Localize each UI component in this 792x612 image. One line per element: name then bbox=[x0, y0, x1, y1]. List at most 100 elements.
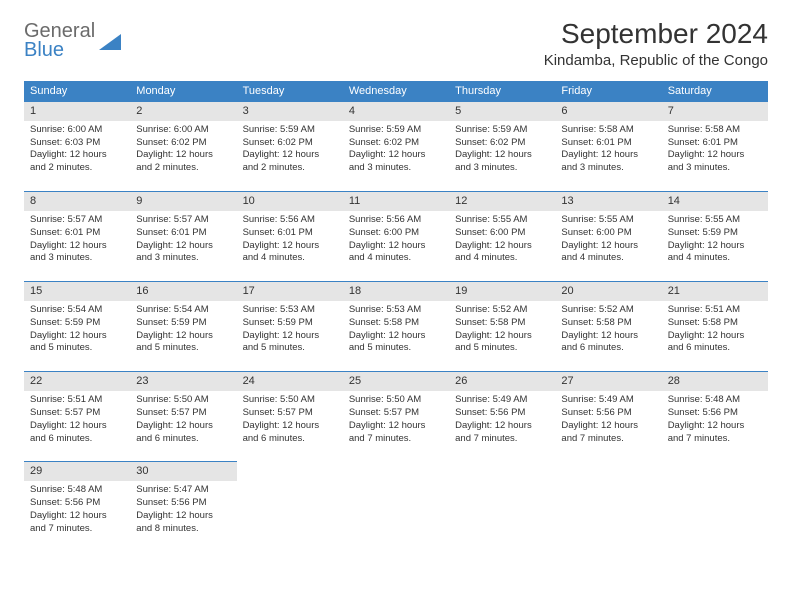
sunset-text: Sunset: 6:01 PM bbox=[136, 227, 230, 240]
sunset-text: Sunset: 6:02 PM bbox=[243, 137, 337, 150]
day-number: 18 bbox=[343, 281, 449, 301]
sunset-text: Sunset: 6:01 PM bbox=[30, 227, 124, 240]
header: GeneralBlue September 2024 Kindamba, Rep… bbox=[24, 18, 768, 69]
sunrise-text: Sunrise: 5:48 AM bbox=[30, 484, 124, 497]
daylight-text-2: and 7 minutes. bbox=[30, 523, 124, 536]
calendar-day-cell: 15Sunrise: 5:54 AMSunset: 5:59 PMDayligh… bbox=[24, 281, 130, 365]
day-body: Sunrise: 5:49 AMSunset: 5:56 PMDaylight:… bbox=[555, 391, 661, 455]
day-body: Sunrise: 5:50 AMSunset: 5:57 PMDaylight:… bbox=[343, 391, 449, 455]
calendar-day-cell: 8Sunrise: 5:57 AMSunset: 6:01 PMDaylight… bbox=[24, 191, 130, 275]
calendar-day-cell: 13Sunrise: 5:55 AMSunset: 6:00 PMDayligh… bbox=[555, 191, 661, 275]
daylight-text-1: Daylight: 12 hours bbox=[243, 240, 337, 253]
calendar-day-cell: 7Sunrise: 5:58 AMSunset: 6:01 PMDaylight… bbox=[662, 101, 768, 185]
daylight-text-2: and 2 minutes. bbox=[30, 162, 124, 175]
daylight-text-2: and 3 minutes. bbox=[668, 162, 762, 175]
daylight-text-2: and 6 minutes. bbox=[30, 433, 124, 446]
brand-word2: Blue bbox=[24, 41, 95, 60]
daylight-text-1: Daylight: 12 hours bbox=[136, 240, 230, 253]
calendar-day-cell: 19Sunrise: 5:52 AMSunset: 5:58 PMDayligh… bbox=[449, 281, 555, 365]
calendar-day-cell: 2Sunrise: 6:00 AMSunset: 6:02 PMDaylight… bbox=[130, 101, 236, 185]
day-number: 29 bbox=[24, 461, 130, 481]
day-header: Sunday bbox=[24, 81, 130, 101]
sunset-text: Sunset: 5:56 PM bbox=[455, 407, 549, 420]
sunrise-text: Sunrise: 6:00 AM bbox=[30, 124, 124, 137]
daylight-text-1: Daylight: 12 hours bbox=[136, 149, 230, 162]
sunrise-text: Sunrise: 5:55 AM bbox=[561, 214, 655, 227]
sunset-text: Sunset: 6:01 PM bbox=[668, 137, 762, 150]
daylight-text-2: and 2 minutes. bbox=[243, 162, 337, 175]
calendar-empty-cell bbox=[555, 461, 661, 545]
calendar-empty-cell bbox=[449, 461, 555, 545]
day-body: Sunrise: 5:59 AMSunset: 6:02 PMDaylight:… bbox=[449, 121, 555, 185]
sunrise-text: Sunrise: 5:50 AM bbox=[136, 394, 230, 407]
calendar-day-cell: 23Sunrise: 5:50 AMSunset: 5:57 PMDayligh… bbox=[130, 371, 236, 455]
sunset-text: Sunset: 5:58 PM bbox=[561, 317, 655, 330]
day-number: 9 bbox=[130, 191, 236, 211]
title-block: September 2024 Kindamba, Republic of the… bbox=[544, 18, 768, 69]
sunset-text: Sunset: 5:57 PM bbox=[136, 407, 230, 420]
sunrise-text: Sunrise: 5:57 AM bbox=[30, 214, 124, 227]
day-body: Sunrise: 5:54 AMSunset: 5:59 PMDaylight:… bbox=[130, 301, 236, 365]
day-body: Sunrise: 5:50 AMSunset: 5:57 PMDaylight:… bbox=[130, 391, 236, 455]
day-body: Sunrise: 5:59 AMSunset: 6:02 PMDaylight:… bbox=[237, 121, 343, 185]
daylight-text-2: and 2 minutes. bbox=[136, 162, 230, 175]
daylight-text-1: Daylight: 12 hours bbox=[668, 420, 762, 433]
calendar-week-row: 29Sunrise: 5:48 AMSunset: 5:56 PMDayligh… bbox=[24, 461, 768, 545]
sunrise-text: Sunrise: 5:57 AM bbox=[136, 214, 230, 227]
day-number: 11 bbox=[343, 191, 449, 211]
sunrise-text: Sunrise: 5:53 AM bbox=[243, 304, 337, 317]
day-header: Saturday bbox=[662, 81, 768, 101]
daylight-text-2: and 6 minutes. bbox=[668, 342, 762, 355]
daylight-text-2: and 4 minutes. bbox=[243, 252, 337, 265]
sunset-text: Sunset: 5:59 PM bbox=[136, 317, 230, 330]
calendar-week-row: 8Sunrise: 5:57 AMSunset: 6:01 PMDaylight… bbox=[24, 191, 768, 275]
day-body: Sunrise: 5:55 AMSunset: 6:00 PMDaylight:… bbox=[555, 211, 661, 275]
daylight-text-2: and 7 minutes. bbox=[455, 433, 549, 446]
sunset-text: Sunset: 5:56 PM bbox=[30, 497, 124, 510]
daylight-text-2: and 3 minutes. bbox=[136, 252, 230, 265]
sunset-text: Sunset: 6:01 PM bbox=[561, 137, 655, 150]
sunset-text: Sunset: 5:59 PM bbox=[30, 317, 124, 330]
day-body: Sunrise: 5:53 AMSunset: 5:58 PMDaylight:… bbox=[343, 301, 449, 365]
daylight-text-2: and 5 minutes. bbox=[455, 342, 549, 355]
daylight-text-2: and 3 minutes. bbox=[30, 252, 124, 265]
daylight-text-1: Daylight: 12 hours bbox=[349, 149, 443, 162]
calendar-table: Sunday Monday Tuesday Wednesday Thursday… bbox=[24, 81, 768, 545]
day-body: Sunrise: 5:58 AMSunset: 6:01 PMDaylight:… bbox=[555, 121, 661, 185]
sunrise-text: Sunrise: 5:52 AM bbox=[455, 304, 549, 317]
day-body: Sunrise: 5:56 AMSunset: 6:00 PMDaylight:… bbox=[343, 211, 449, 275]
calendar-day-cell: 1Sunrise: 6:00 AMSunset: 6:03 PMDaylight… bbox=[24, 101, 130, 185]
day-body: Sunrise: 5:57 AMSunset: 6:01 PMDaylight:… bbox=[130, 211, 236, 275]
sunset-text: Sunset: 6:02 PM bbox=[136, 137, 230, 150]
sunrise-text: Sunrise: 6:00 AM bbox=[136, 124, 230, 137]
calendar-day-cell: 3Sunrise: 5:59 AMSunset: 6:02 PMDaylight… bbox=[237, 101, 343, 185]
sunset-text: Sunset: 5:58 PM bbox=[349, 317, 443, 330]
calendar-week-row: 15Sunrise: 5:54 AMSunset: 5:59 PMDayligh… bbox=[24, 281, 768, 365]
sunrise-text: Sunrise: 5:59 AM bbox=[243, 124, 337, 137]
calendar-day-cell: 24Sunrise: 5:50 AMSunset: 5:57 PMDayligh… bbox=[237, 371, 343, 455]
daylight-text-2: and 5 minutes. bbox=[30, 342, 124, 355]
sunrise-text: Sunrise: 5:55 AM bbox=[668, 214, 762, 227]
daylight-text-2: and 6 minutes. bbox=[136, 433, 230, 446]
day-number: 13 bbox=[555, 191, 661, 211]
day-body: Sunrise: 5:49 AMSunset: 5:56 PMDaylight:… bbox=[449, 391, 555, 455]
day-body: Sunrise: 5:48 AMSunset: 5:56 PMDaylight:… bbox=[24, 481, 130, 545]
day-header-row: Sunday Monday Tuesday Wednesday Thursday… bbox=[24, 81, 768, 101]
sunrise-text: Sunrise: 5:55 AM bbox=[455, 214, 549, 227]
daylight-text-1: Daylight: 12 hours bbox=[349, 330, 443, 343]
day-body: Sunrise: 5:47 AMSunset: 5:56 PMDaylight:… bbox=[130, 481, 236, 545]
day-body: Sunrise: 5:57 AMSunset: 6:01 PMDaylight:… bbox=[24, 211, 130, 275]
daylight-text-1: Daylight: 12 hours bbox=[561, 330, 655, 343]
sunrise-text: Sunrise: 5:49 AM bbox=[561, 394, 655, 407]
month-title: September 2024 bbox=[544, 18, 768, 50]
daylight-text-2: and 4 minutes. bbox=[561, 252, 655, 265]
calendar-day-cell: 17Sunrise: 5:53 AMSunset: 5:59 PMDayligh… bbox=[237, 281, 343, 365]
day-number: 22 bbox=[24, 371, 130, 391]
daylight-text-1: Daylight: 12 hours bbox=[243, 149, 337, 162]
sunset-text: Sunset: 6:02 PM bbox=[349, 137, 443, 150]
sunset-text: Sunset: 5:56 PM bbox=[561, 407, 655, 420]
brand-text: GeneralBlue bbox=[24, 22, 95, 60]
calendar-empty-cell bbox=[343, 461, 449, 545]
day-header: Wednesday bbox=[343, 81, 449, 101]
daylight-text-1: Daylight: 12 hours bbox=[455, 330, 549, 343]
